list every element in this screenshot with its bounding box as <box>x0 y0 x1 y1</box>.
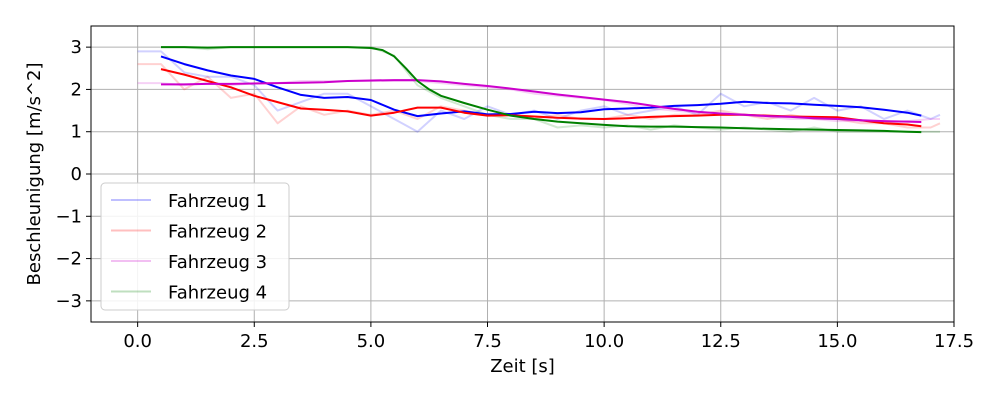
y-tick-label: 3 <box>71 37 82 58</box>
y-tick-label: 1 <box>71 122 82 143</box>
x-tick-label: 0.0 <box>123 331 152 352</box>
legend-label: Fahrzeug 3 <box>168 252 267 273</box>
series-raw-line <box>137 50 941 133</box>
y-tick-label: −2 <box>55 249 82 270</box>
x-tick-label: 17.5 <box>934 331 974 352</box>
x-tick-label: 5.0 <box>357 331 386 352</box>
series-smoothed-line <box>161 46 922 134</box>
x-tick-label: 10.0 <box>584 331 624 352</box>
legend-box <box>100 182 290 311</box>
y-axis-label: Beschleunigung [m/s^2] <box>24 63 45 286</box>
ticks: 0.0 2.5 5.0 7.5 10.0 12.5 15.0 17.5 3 2 1 0 −1 −2 −3 <box>55 37 974 352</box>
x-tick-label: 2.5 <box>240 331 269 352</box>
y-tick-label: −1 <box>55 206 82 227</box>
x-tick-label: 12.5 <box>701 331 741 352</box>
legend-label: Fahrzeug 1 <box>168 191 267 212</box>
y-tick-label: 0 <box>71 164 82 185</box>
x-axis-label: Zeit [s] <box>490 356 555 377</box>
x-tick-label: 15.0 <box>817 331 857 352</box>
series-smoothed-line <box>161 79 922 123</box>
series-smoothed-line <box>160 55 922 118</box>
x-tick-label: 7.5 <box>473 331 502 352</box>
y-tick-label: 2 <box>71 79 82 100</box>
legend-label: Fahrzeug 4 <box>168 283 267 304</box>
legend: Fahrzeug 1 Fahrzeug 2 Fahrzeug 3 Fahrzeug 4 <box>100 182 290 311</box>
y-tick-label: −3 <box>55 291 82 312</box>
legend-label: Fahrzeug 2 <box>168 222 267 243</box>
series-group <box>137 46 941 134</box>
